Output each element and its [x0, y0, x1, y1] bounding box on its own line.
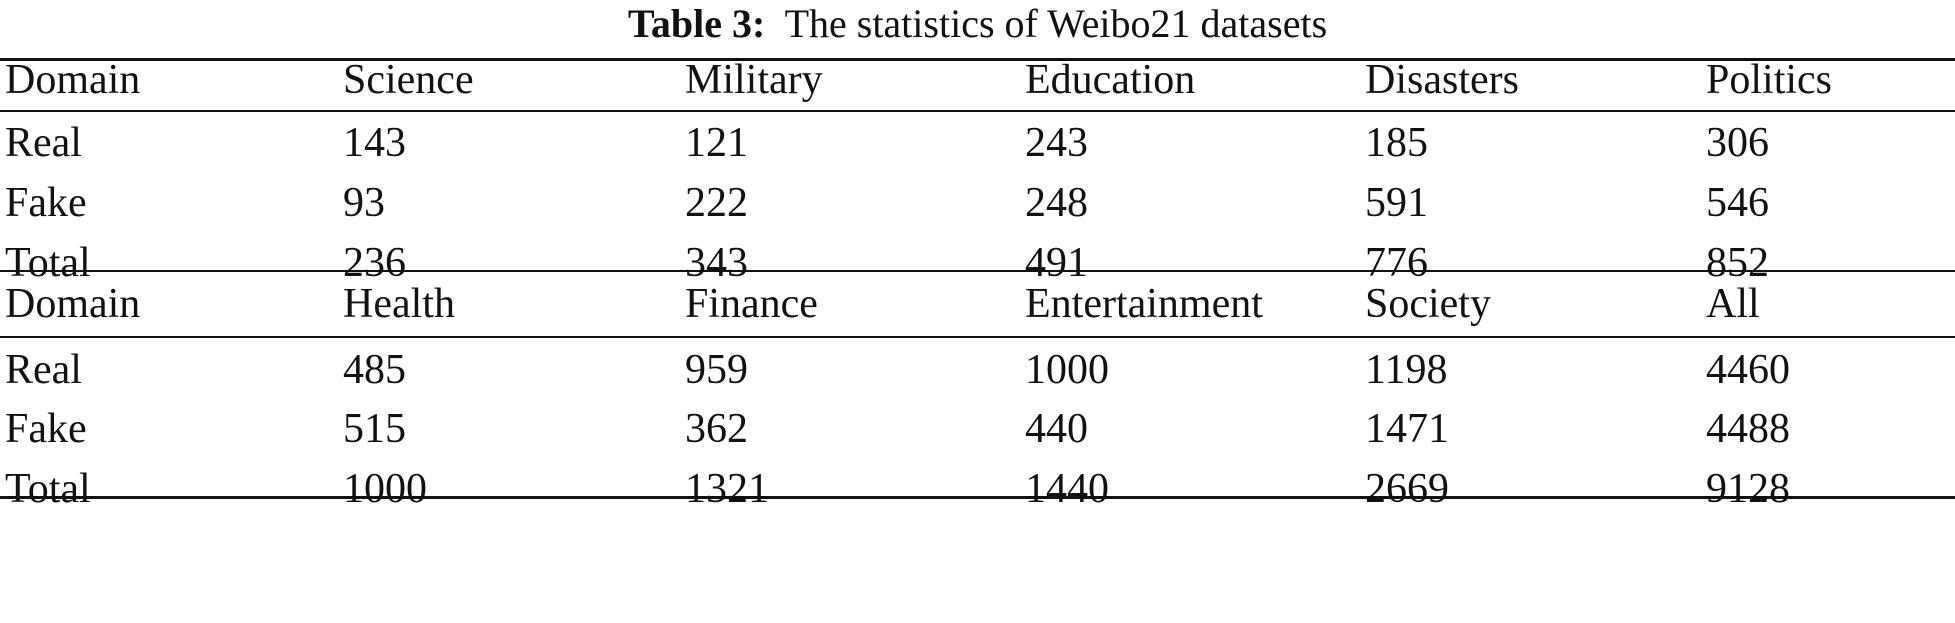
header-cell: Politics: [1706, 57, 1833, 103]
header-rule-1: [0, 110, 1955, 112]
top-rule: [0, 58, 1955, 61]
table-cell: 306: [1706, 120, 1769, 166]
table-cell: 591: [1365, 180, 1428, 226]
table-cell: 440: [1025, 406, 1088, 452]
header-row-2: Domain Health Finance Entertainment Soci…: [0, 274, 1955, 334]
bottom-rule: [0, 496, 1955, 499]
table-cell: 4460: [1706, 347, 1790, 393]
header-cell: Finance: [685, 281, 818, 327]
table-cell: 1471: [1365, 406, 1449, 452]
table-cell: 2669: [1365, 466, 1449, 512]
header-cell: Disasters: [1365, 57, 1519, 103]
table-cell: 1000: [1025, 347, 1109, 393]
header-cell: Entertainment: [1025, 281, 1263, 327]
table-cell: 9128: [1706, 466, 1790, 512]
caption-text: The statistics of Weibo21 datasets: [784, 1, 1328, 46]
header-cell: Health: [343, 281, 455, 327]
header-cell: Domain: [5, 57, 141, 103]
header-cell: Education: [1025, 57, 1196, 103]
table-cell: 362: [685, 406, 748, 452]
table-cell: 143: [343, 120, 406, 166]
table-caption: Table 3: The statistics of Weibo21 datas…: [0, 0, 1955, 52]
table-row: Real 485 959 1000 1198 4460: [0, 340, 1955, 400]
header-cell: Science: [343, 57, 474, 103]
table-cell: 491: [1025, 240, 1088, 286]
row-label: Total: [5, 466, 91, 512]
table-row: Total 236 343 491 776 852: [0, 233, 1955, 293]
table-cell: 185: [1365, 120, 1428, 166]
table-row: Real 143 121 243 185 306: [0, 113, 1955, 173]
header-row-1: Domain Science Military Education Disast…: [0, 50, 1955, 110]
table-cell: 1321: [685, 466, 769, 512]
header-rule-2: [0, 336, 1955, 338]
table-cell: 1198: [1365, 347, 1448, 393]
table-cell: 515: [343, 406, 406, 452]
table-cell: 236: [343, 240, 406, 286]
row-label: Real: [5, 120, 82, 166]
table-cell: 1000: [343, 466, 427, 512]
table-row: Fake 93 222 248 591 546: [0, 173, 1955, 233]
header-cell: Military: [685, 57, 823, 103]
table-cell: 243: [1025, 120, 1088, 166]
table-row: Total 1000 1321 1440 2669 9128: [0, 459, 1955, 519]
table-cell: 852: [1706, 240, 1769, 286]
caption-label: Table 3:: [627, 1, 766, 46]
table-cell: 93: [343, 180, 385, 226]
row-label: Fake: [5, 406, 87, 452]
row-label: Fake: [5, 180, 87, 226]
table-cell: 485: [343, 347, 406, 393]
table-cell: 959: [685, 347, 748, 393]
table-cell: 1440: [1025, 466, 1109, 512]
table-cell: 776: [1365, 240, 1428, 286]
table-cell: 4488: [1706, 406, 1790, 452]
table-cell: 222: [685, 180, 748, 226]
header-cell: All: [1706, 281, 1760, 327]
table-cell: 546: [1706, 180, 1769, 226]
row-label: Total: [5, 240, 91, 286]
table-cell: 248: [1025, 180, 1088, 226]
header-cell: Domain: [5, 281, 141, 327]
table-cell: 121: [685, 120, 748, 166]
section-rule: [0, 270, 1955, 272]
row-label: Real: [5, 347, 82, 393]
table-row: Fake 515 362 440 1471 4488: [0, 399, 1955, 459]
table-cell: 343: [685, 240, 748, 286]
header-cell: Society: [1365, 281, 1491, 327]
